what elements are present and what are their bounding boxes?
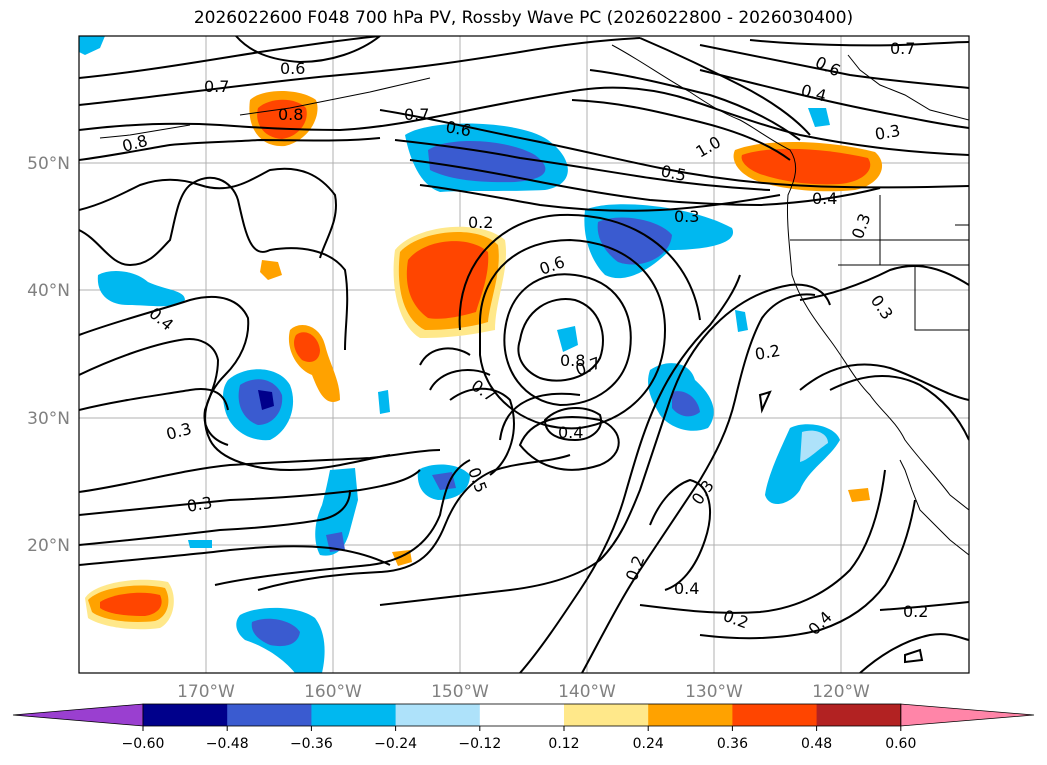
coastline xyxy=(99,44,969,556)
contour-label: 0.3 xyxy=(674,207,699,226)
map-title: 2026022600 F048 700 hPa PV, Rossby Wave … xyxy=(193,8,854,28)
pv-shading xyxy=(79,36,883,673)
colorbar-segment xyxy=(564,704,649,726)
contour-label: 0.4 xyxy=(674,579,699,598)
colorbar-tick-label: −0.36 xyxy=(290,736,333,752)
colorbar-segment xyxy=(816,704,902,726)
lon-label: 150°W xyxy=(431,682,489,702)
colorbar-tick-label: 0.60 xyxy=(885,736,916,752)
colorbar: −0.60 −0.48 −0.36 −0.24 −0.12 0.12 0.24 0.36 0.4… xyxy=(12,703,1035,752)
lon-label: 130°W xyxy=(685,682,743,702)
colorbar-segment xyxy=(227,704,312,726)
colorbar-segment xyxy=(732,704,818,726)
contour-label: 0.2 xyxy=(753,341,781,364)
map-frame xyxy=(78,35,970,674)
contour-label: 0.6 xyxy=(280,59,305,78)
lon-label: 170°W xyxy=(177,682,235,702)
colorbar-tick-label: −0.60 xyxy=(122,736,165,752)
contour-label: 0.2 xyxy=(468,213,493,232)
latitude-labels: 50°N 40°N 30°N 20°N xyxy=(27,154,70,556)
colorbar-segment xyxy=(311,704,397,726)
lat-label: 50°N xyxy=(27,154,70,174)
colorbar-frame xyxy=(142,703,902,727)
colorbar-segment xyxy=(143,704,228,726)
contour-label: 0.7 xyxy=(204,77,229,96)
contour-label: 0.2 xyxy=(903,602,928,621)
contour-label: 0.6 xyxy=(444,117,472,140)
pv-contours xyxy=(79,36,969,673)
contour-label: 0.7 xyxy=(890,39,915,58)
contour-label: 0.8 xyxy=(560,351,585,370)
colorbar-tick-label: 0.48 xyxy=(801,736,832,752)
colorbar-extend-low xyxy=(12,703,144,727)
lat-label: 20°N xyxy=(27,536,70,556)
contour-label: 0.5 xyxy=(659,161,688,185)
colorbar-tick-label: 0.12 xyxy=(548,736,579,752)
contour-label: 0.4 xyxy=(812,189,837,208)
colorbar-tick-label: 0.24 xyxy=(633,736,664,752)
colorbar-tick-label: −0.12 xyxy=(458,736,501,752)
contour-label: 0.3 xyxy=(873,121,901,144)
colorbar-segment xyxy=(395,704,481,726)
lon-label: 140°W xyxy=(558,682,616,702)
colorbar-tick-label: −0.24 xyxy=(374,736,417,752)
lat-label: 40°N xyxy=(27,281,70,301)
colorbar-tick-label: −0.48 xyxy=(206,736,249,752)
colorbar-segment xyxy=(648,704,733,726)
contour-label: 0.3 xyxy=(185,493,213,516)
lon-label: 120°W xyxy=(812,682,870,702)
lat-label: 30°N xyxy=(27,409,70,429)
colorbar-extend-high xyxy=(900,703,1035,727)
lon-label: 160°W xyxy=(304,682,362,702)
colorbar-tick-label: 0.36 xyxy=(717,736,748,752)
longitude-labels: 170°W 160°W 150°W 140°W 130°W 120°W xyxy=(177,682,870,702)
contour-label: 0.7 xyxy=(404,105,429,124)
contour-label: 0.8 xyxy=(278,105,303,124)
colorbar-segment xyxy=(479,704,565,726)
contour-label: 0.4 xyxy=(558,423,583,442)
